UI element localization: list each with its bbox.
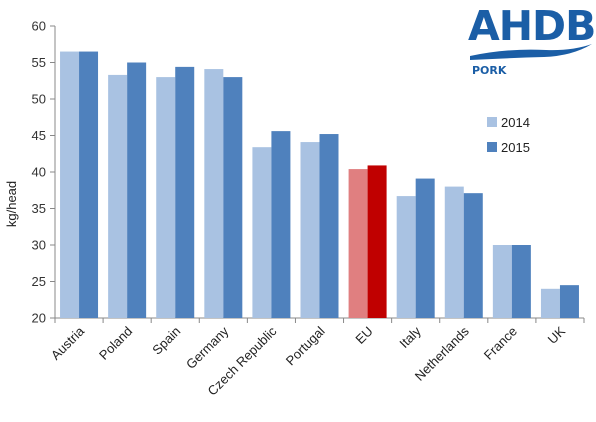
bar-italy-2015: [415, 178, 435, 318]
y-tick-label: 20: [32, 311, 46, 326]
y-tick-label: 50: [32, 92, 46, 107]
x-tick-label: EU: [352, 324, 375, 347]
logo-text: AHDB: [468, 2, 596, 50]
bar-poland-2014: [108, 74, 128, 318]
x-tick-label: UK: [545, 323, 569, 347]
bar-czech-republic-2014: [252, 147, 272, 318]
x-tick-label: France: [481, 324, 520, 363]
y-tick-label: 25: [32, 274, 46, 289]
x-tick-label: Italy: [396, 323, 424, 351]
bar-italy-2014: [396, 196, 416, 318]
x-tick-label: Poland: [96, 324, 135, 363]
y-tick-label: 55: [32, 55, 46, 70]
legend-swatch-2015: [487, 142, 497, 152]
bar-austria-2015: [79, 51, 99, 319]
legend-label-2014: 2014: [501, 115, 530, 130]
y-tick-label: 30: [32, 238, 46, 253]
y-tick-label: 45: [32, 128, 46, 143]
bar-france-2014: [492, 245, 512, 318]
bar-spain-2015: [175, 66, 195, 318]
bar-spain-2014: [156, 77, 176, 318]
y-axis-title: kg/head: [4, 181, 19, 227]
bar-france-2015: [511, 245, 531, 318]
bar-germany-2015: [223, 77, 243, 318]
x-tick-label: Portugal: [283, 323, 328, 368]
bar-netherlands-2014: [444, 186, 464, 318]
bar-poland-2015: [127, 62, 147, 318]
bar-eu-2014: [348, 169, 368, 318]
x-tick-label: Spain: [149, 324, 183, 358]
legend-label-2015: 2015: [501, 140, 530, 155]
x-tick-label: Austria: [48, 323, 88, 363]
bar-austria-2014: [60, 51, 80, 319]
x-tick-label: Germany: [183, 323, 232, 372]
legend: 2014 2015: [487, 115, 530, 155]
bar-netherlands-2015: [463, 193, 483, 318]
y-axis: 20 25 30 35 40 45 50 55 60: [32, 19, 56, 326]
logo-subtext: PORK: [472, 64, 507, 77]
ahdb-logo: AHDB PORK: [468, 2, 596, 82]
bar-germany-2014: [204, 69, 224, 318]
x-axis: [54, 317, 585, 323]
y-tick-label: 35: [32, 201, 46, 216]
bar-portugal-2015: [319, 134, 339, 318]
bar-eu-2015: [367, 165, 387, 318]
bars: [60, 51, 579, 319]
y-tick-label: 40: [32, 165, 46, 180]
bar-uk-2014: [540, 288, 560, 318]
y-tick-label: 60: [32, 19, 46, 34]
legend-swatch-2014: [487, 117, 497, 127]
bar-czech-republic-2015: [271, 131, 291, 318]
bar-uk-2015: [559, 285, 579, 318]
logo-swoosh-icon: [470, 44, 592, 60]
bar-portugal-2014: [300, 142, 320, 318]
